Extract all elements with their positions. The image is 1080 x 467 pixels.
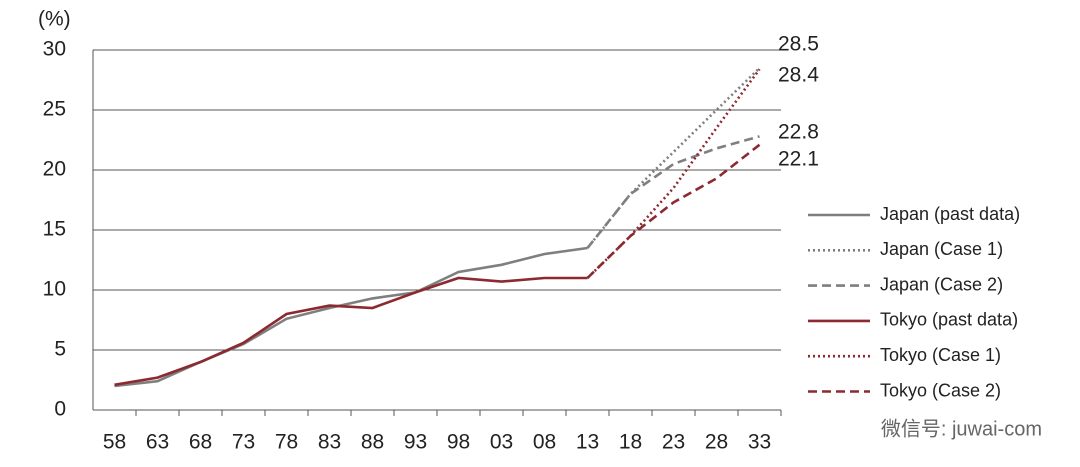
x-tick-label: 73	[232, 431, 255, 454]
legend-label: Japan (Case 1)	[880, 239, 1003, 259]
legend-label: Japan (past data)	[880, 204, 1020, 224]
x-tick-label: 83	[318, 431, 341, 454]
x-tick-label: 23	[662, 431, 685, 454]
line-series	[586, 67, 761, 249]
y-tick-label: 0	[54, 398, 66, 421]
x-tick-label: 68	[189, 431, 212, 454]
x-tick-label: 08	[533, 431, 556, 454]
x-tick-label: 33	[748, 431, 771, 454]
legend-label: Tokyo (past data)	[880, 310, 1018, 330]
y-axis-label: (%)	[38, 8, 71, 31]
line-series	[114, 246, 588, 388]
x-tick-label: 28	[705, 431, 728, 454]
x-tick-label: 63	[146, 431, 169, 454]
x-tick-label: 88	[361, 431, 384, 454]
end-value-label: 28.5	[778, 33, 819, 56]
y-tick-label: 10	[43, 278, 66, 301]
legend-label: Tokyo (Case 1)	[880, 345, 1001, 365]
x-tick-label: 98	[447, 431, 470, 454]
y-tick-label: 15	[43, 218, 66, 241]
legend-label: Tokyo (Case 2)	[880, 380, 1001, 400]
x-tick-label: 18	[619, 431, 642, 454]
line-series	[114, 276, 588, 387]
line-series	[586, 135, 760, 249]
end-value-label: 22.8	[778, 121, 819, 144]
y-tick-label: 25	[43, 98, 66, 121]
y-tick-label: 30	[43, 38, 66, 61]
line-series	[586, 68, 761, 279]
y-tick-label: 5	[54, 338, 66, 361]
end-value-label: 22.1	[778, 148, 819, 171]
x-tick-label: 58	[103, 431, 126, 454]
line-series	[586, 143, 761, 279]
x-tick-label: 03	[490, 431, 513, 454]
legend-label: Japan (Case 2)	[880, 274, 1003, 294]
end-value-label: 28.4	[778, 64, 819, 87]
x-tick-label: 78	[275, 431, 298, 454]
watermark: 微信号: juwai-com	[881, 417, 1042, 440]
x-tick-label: 93	[404, 431, 427, 454]
y-tick-label: 20	[43, 158, 66, 181]
x-tick-label: 13	[576, 431, 599, 454]
